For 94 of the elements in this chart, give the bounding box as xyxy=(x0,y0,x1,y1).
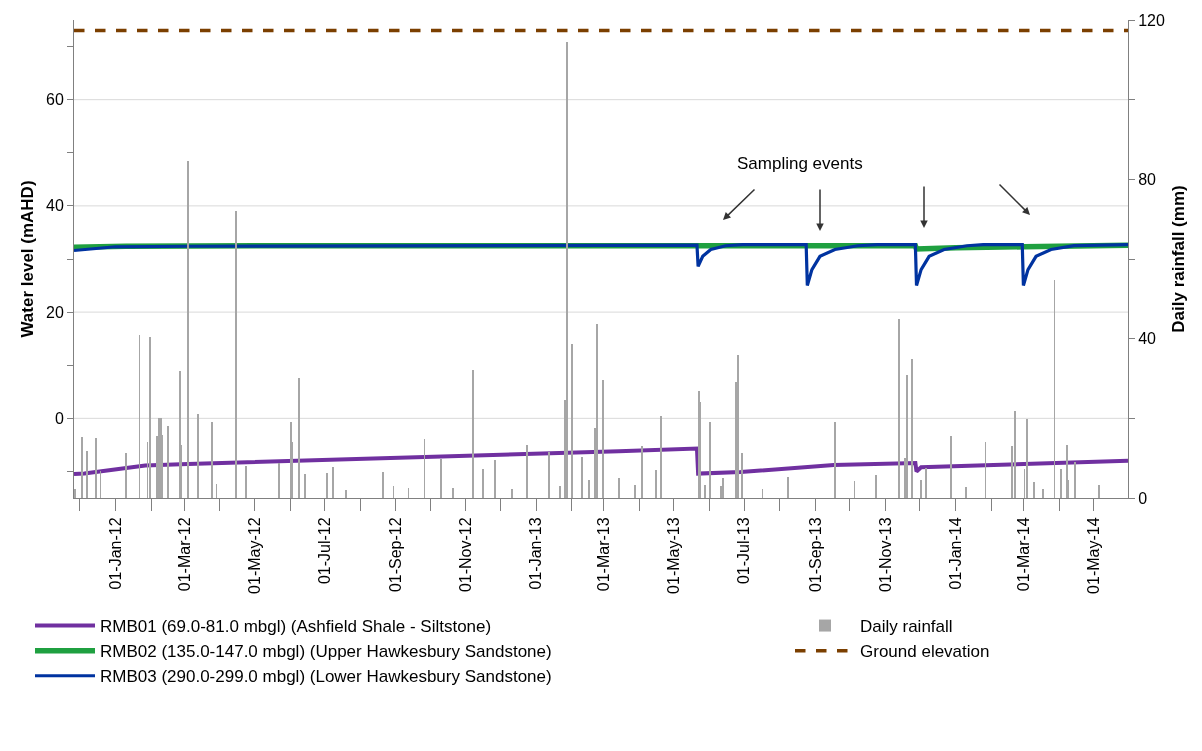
bar xyxy=(737,355,739,498)
bar xyxy=(245,466,247,498)
bar xyxy=(472,370,474,498)
x-tick-label: 01-Nov-13 xyxy=(876,517,894,593)
y-tick-label: 0 xyxy=(54,409,64,427)
x-tick-label: 01-Jul-13 xyxy=(735,517,753,585)
x-tick-label: 01-May-14 xyxy=(1084,517,1102,594)
x-tick-label: 01-Sep-12 xyxy=(387,517,405,593)
bar xyxy=(704,485,706,498)
bar xyxy=(235,211,237,498)
bar xyxy=(709,422,711,498)
legend-label: RMB02 (135.0-147.0 mbgl) (Upper Hawkesbury Sandstone) xyxy=(100,642,552,662)
y2-tick-label: 80 xyxy=(1138,170,1157,188)
bar xyxy=(278,463,280,498)
bar xyxy=(834,422,836,498)
line-series xyxy=(74,446,1128,477)
bar xyxy=(602,380,604,498)
bar xyxy=(1042,489,1044,498)
y-tick-label: 40 xyxy=(46,197,64,215)
bar xyxy=(95,438,97,498)
bar xyxy=(906,375,908,498)
bar xyxy=(634,485,636,498)
bar xyxy=(571,344,573,498)
bar xyxy=(304,474,306,498)
bar xyxy=(898,319,900,498)
bar xyxy=(1033,482,1035,498)
y-axis-title: Water level (mAHD) xyxy=(17,180,37,338)
bar xyxy=(81,437,83,498)
bar xyxy=(925,468,927,498)
bar xyxy=(298,378,300,498)
x-tick-label: 01-Mar-14 xyxy=(1014,517,1032,592)
bar xyxy=(382,472,384,498)
bar xyxy=(787,477,789,498)
bar xyxy=(920,480,922,498)
bar xyxy=(345,490,347,498)
bar xyxy=(1060,469,1062,498)
bar xyxy=(655,470,657,498)
x-tick-label: 01-Mar-12 xyxy=(175,517,193,592)
bar xyxy=(482,469,484,498)
bar xyxy=(660,416,662,498)
x-tick-label: 01-May-13 xyxy=(665,517,683,594)
bar xyxy=(722,478,724,498)
bar xyxy=(875,475,877,498)
x-tick-label: 01-Mar-13 xyxy=(595,517,613,592)
x-tick-label: 01-Jan-12 xyxy=(106,517,124,590)
bar xyxy=(440,459,442,498)
bar xyxy=(494,460,496,498)
bar xyxy=(566,42,568,498)
bar xyxy=(596,324,598,498)
y-tick-label: 60 xyxy=(46,91,64,109)
bar xyxy=(526,445,528,498)
bar xyxy=(326,473,328,498)
bar xyxy=(211,422,213,498)
bar xyxy=(911,359,913,498)
bar xyxy=(1098,485,1100,498)
x-tick-label: 01-May-12 xyxy=(245,517,263,594)
legend-label: RMB03 (290.0-299.0 mbgl) (Lower Hawkesbury Sandstone) xyxy=(100,667,552,687)
bar xyxy=(125,453,127,498)
y2-tick-label: 0 xyxy=(1138,489,1148,507)
bar xyxy=(588,480,590,498)
bar xyxy=(167,426,169,498)
bar xyxy=(74,489,76,498)
bar xyxy=(641,446,643,498)
bar xyxy=(197,414,199,498)
bar xyxy=(548,452,550,498)
x-tick-label: 01-Nov-12 xyxy=(457,517,475,593)
legend-label: Daily rainfall xyxy=(860,617,953,637)
y2-tick-label: 120 xyxy=(1138,11,1165,29)
annotation: Sampling events xyxy=(737,154,863,173)
bar xyxy=(511,489,513,498)
bar xyxy=(965,487,967,498)
legend-label: RMB01 (69.0-81.0 mbgl) (Ashfield Shale - Siltstone) xyxy=(100,617,492,637)
bar xyxy=(741,453,743,498)
bar xyxy=(86,451,88,498)
bar xyxy=(559,486,561,498)
x-tick-label: 01-Jan-13 xyxy=(527,517,545,590)
x-tick-label: 01-Sep-13 xyxy=(806,517,824,593)
legend-label: Ground elevation xyxy=(860,642,990,662)
bar xyxy=(1026,419,1028,498)
bar xyxy=(149,337,151,498)
bar xyxy=(187,161,189,498)
bar xyxy=(1014,411,1016,498)
y-tick-label: 20 xyxy=(46,303,64,321)
bar xyxy=(1074,462,1076,498)
y2-tick-label: 40 xyxy=(1138,330,1157,348)
bar xyxy=(950,436,952,498)
x-tick-label: 01-Jan-14 xyxy=(946,517,964,590)
y2-axis-title: Daily rainfall (mm) xyxy=(1169,185,1189,333)
bar xyxy=(332,467,334,498)
x-tick-label: 01-Jul-12 xyxy=(315,517,333,585)
bar xyxy=(581,457,583,498)
bar xyxy=(452,488,454,498)
bar xyxy=(618,478,620,498)
line-series xyxy=(74,243,1128,288)
